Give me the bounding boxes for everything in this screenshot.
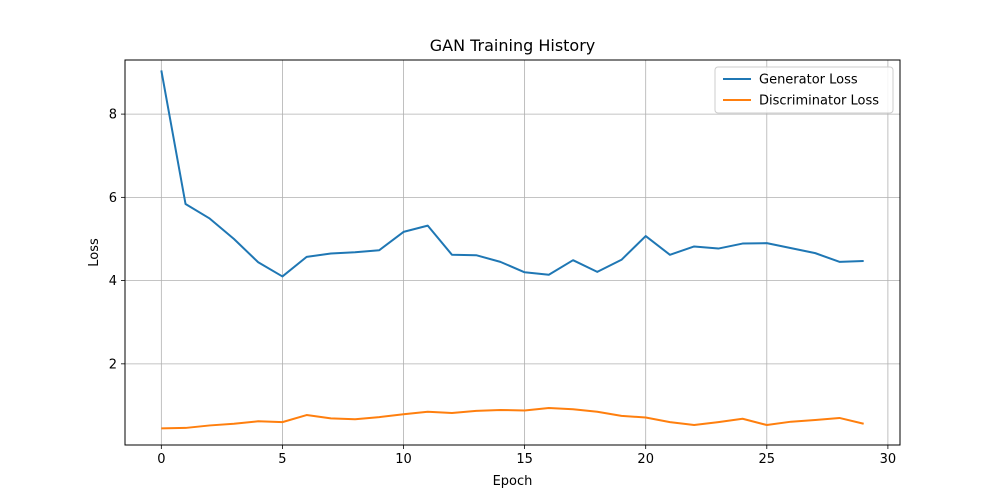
y-axis-label: Loss xyxy=(87,238,102,267)
legend-label-1: Discriminator Loss xyxy=(759,94,879,109)
x-axis-label: Epoch xyxy=(493,474,533,489)
x-tick-label: 25 xyxy=(759,452,776,467)
plot-area-frame xyxy=(124,59,901,446)
chart-title: GAN Training History xyxy=(430,36,596,55)
axis-ticks: 0 5 10 15 20 25 30 2 4 6 8 xyxy=(109,108,896,467)
x-tick-label: 20 xyxy=(637,452,654,467)
series-lines xyxy=(160,70,864,430)
legend-label-0: Generator Loss xyxy=(759,73,858,88)
x-tick-label: 15 xyxy=(516,452,533,467)
x-tick-label: 5 xyxy=(278,452,286,467)
y-tick-label: 2 xyxy=(109,357,117,372)
y-tick-label: 8 xyxy=(109,108,117,123)
grid xyxy=(125,60,900,445)
series-line-1 xyxy=(161,406,864,430)
x-tick-label: 0 xyxy=(157,452,165,467)
x-tick-label: 10 xyxy=(395,452,412,467)
y-tick-label: 4 xyxy=(109,274,117,289)
series-line-0 xyxy=(160,70,864,278)
x-tick-label: 30 xyxy=(880,452,897,467)
legend: Generator Loss Discriminator Loss xyxy=(714,66,894,114)
legend-box xyxy=(714,66,894,114)
y-tick-label: 6 xyxy=(109,191,117,206)
